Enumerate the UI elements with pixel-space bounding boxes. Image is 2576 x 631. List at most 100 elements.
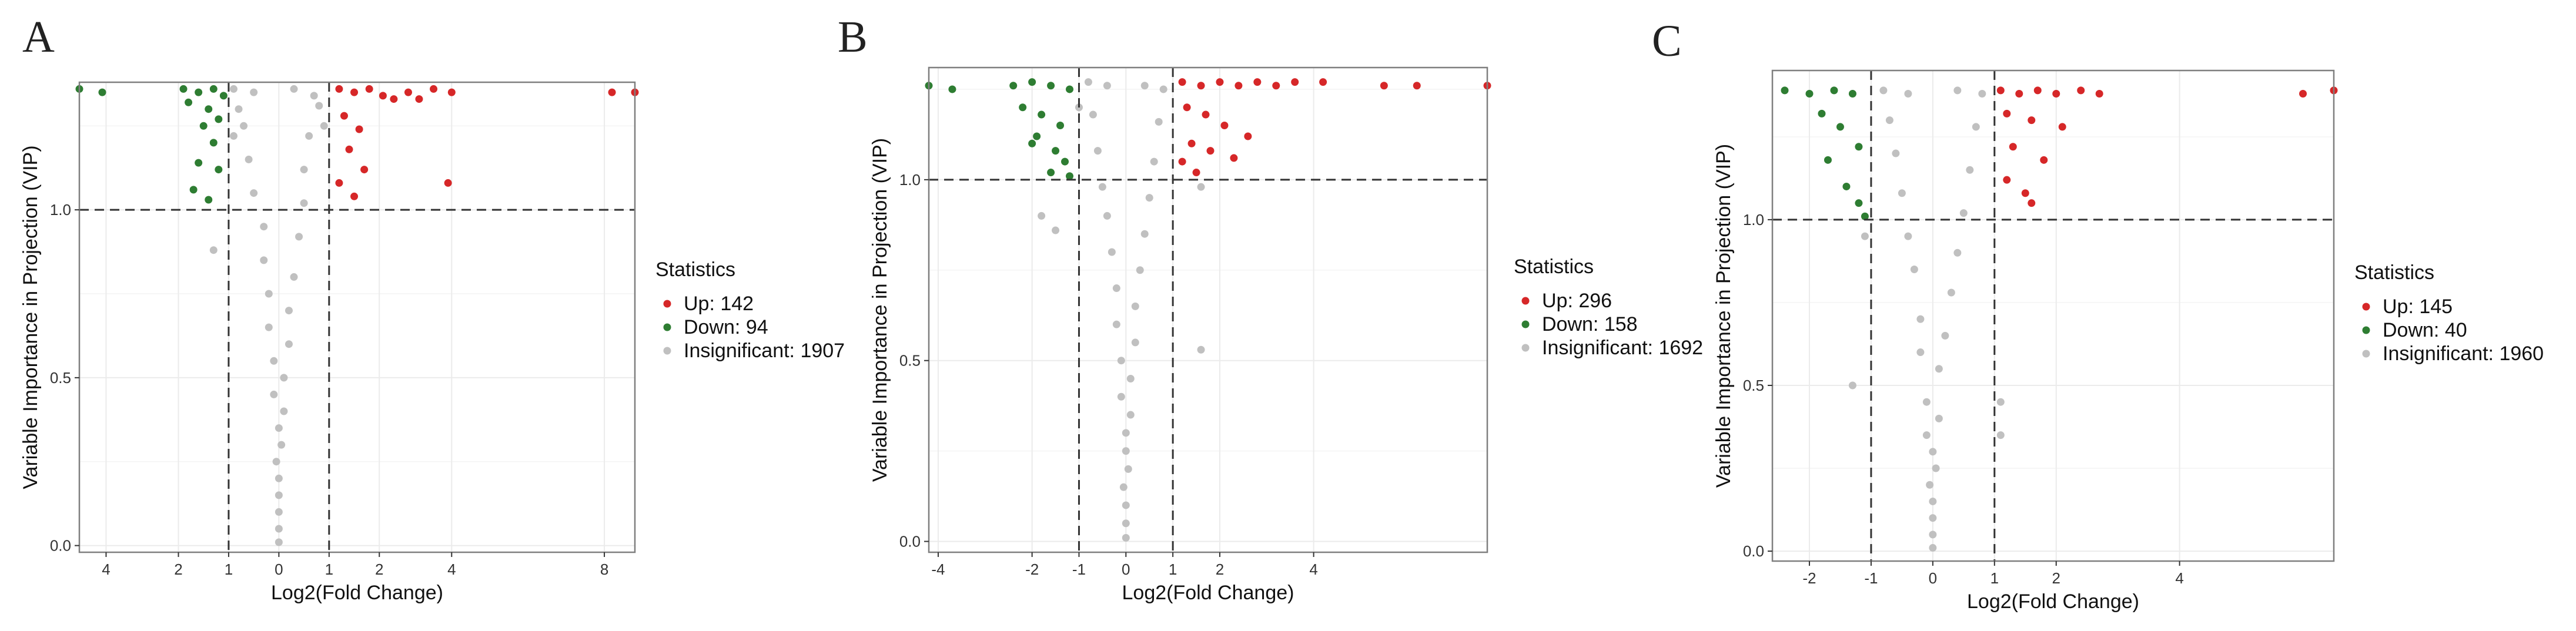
data-point-insignificant — [275, 525, 283, 533]
data-point-insignificant — [1966, 166, 1974, 174]
data-point-up — [2299, 89, 2307, 98]
data-point-up — [415, 95, 423, 103]
legend-title: Statistics — [655, 259, 735, 281]
data-point-insignificant — [1953, 249, 1962, 257]
data-point-up — [1291, 78, 1299, 86]
data-point-up — [2015, 89, 2023, 98]
data-point-down — [1047, 169, 1055, 177]
data-point-down — [1855, 199, 1863, 207]
data-point-up — [1220, 122, 1229, 130]
data-point-up — [2003, 109, 2011, 118]
data-point-insignificant — [1996, 431, 2005, 439]
data-point-insignificant — [1972, 123, 1980, 131]
data-point-insignificant — [285, 307, 293, 315]
legend-key-insignificant — [2362, 350, 2370, 358]
y-tick-label: 0.5 — [1743, 377, 1764, 394]
data-point-insignificant — [1978, 89, 1986, 98]
data-point-up — [345, 145, 353, 153]
x-tick-label: 4 — [1309, 560, 1317, 578]
plot-background — [1772, 71, 2334, 561]
x-tick-label: 1 — [225, 560, 233, 578]
data-point-insignificant — [275, 538, 283, 546]
data-point-insignificant — [260, 256, 268, 264]
data-point-up — [404, 88, 412, 96]
data-point-insignificant — [1155, 118, 1163, 126]
data-point-insignificant — [1926, 481, 1934, 489]
data-point-insignificant — [280, 407, 288, 415]
data-point-insignificant — [1953, 86, 1962, 95]
x-tick-label: -2 — [1025, 560, 1039, 578]
data-point-up — [1996, 86, 2005, 95]
data-point-insignificant — [1122, 519, 1130, 528]
data-point-up — [365, 85, 373, 93]
x-tick-label: 4 — [447, 560, 456, 578]
data-point-down — [1033, 132, 1041, 140]
data-point-down — [1855, 143, 1863, 151]
data-point-insignificant — [265, 290, 273, 298]
data-point-insignificant — [1131, 302, 1139, 310]
legend-title: Statistics — [2354, 261, 2434, 284]
data-point-insignificant — [1935, 414, 1943, 422]
data-point-down — [948, 85, 956, 93]
data-point-insignificant — [1145, 194, 1153, 202]
data-point-up — [2009, 143, 2017, 151]
data-point-insignificant — [300, 166, 308, 174]
data-point-insignificant — [310, 92, 318, 100]
x-tick-label: -4 — [931, 560, 945, 578]
data-point-insignificant — [285, 340, 293, 348]
data-point-up — [350, 192, 359, 200]
data-point-insignificant — [270, 390, 278, 398]
data-point-insignificant — [1098, 183, 1106, 191]
data-point-insignificant — [1117, 357, 1125, 365]
data-point-insignificant — [1922, 398, 1931, 406]
data-point-up — [1187, 139, 1196, 147]
data-point-insignificant — [229, 132, 237, 140]
data-point-up — [1178, 157, 1186, 166]
data-point-down — [1061, 157, 1069, 166]
data-point-insignificant — [1959, 209, 1968, 217]
legend-key-up — [663, 300, 671, 308]
data-point-down — [205, 105, 213, 113]
data-point-insignificant — [320, 122, 328, 130]
data-point-up — [1244, 132, 1252, 140]
data-point-insignificant — [1947, 288, 1955, 297]
x-tick-label: 4 — [102, 560, 110, 578]
x-tick-label: 1 — [325, 560, 333, 578]
data-point-down — [1818, 109, 1826, 118]
panel-letter-b: B — [838, 12, 868, 62]
data-point-insignificant — [1112, 284, 1120, 293]
data-point-insignificant — [1108, 248, 1116, 256]
data-point-insignificant — [295, 233, 303, 241]
data-point-insignificant — [1052, 226, 1060, 234]
x-tick-label: 0 — [275, 560, 283, 578]
data-point-down — [1861, 212, 1869, 220]
data-point-insignificant — [1126, 411, 1135, 419]
x-tick-label: 1 — [1990, 569, 1999, 587]
data-point-insignificant — [1122, 429, 1130, 437]
data-point-insignificant — [1935, 365, 1943, 373]
data-point-insignificant — [209, 246, 218, 254]
data-point-up — [1230, 154, 1238, 162]
data-point-insignificant — [1112, 320, 1120, 328]
data-point-insignificant — [300, 199, 308, 207]
data-point-up — [2058, 123, 2066, 131]
legend-key-down — [1521, 320, 1530, 328]
data-point-insignificant — [1848, 381, 1856, 390]
y-axis-title: Variable Importance in Projection (VIP) — [1712, 144, 1735, 488]
y-tick-label: 0.5 — [899, 352, 921, 370]
data-point-insignificant — [277, 441, 286, 449]
data-point-insignificant — [1117, 392, 1125, 401]
data-point-insignificant — [1122, 533, 1130, 542]
data-point-down — [195, 159, 203, 167]
data-point-up — [430, 85, 438, 93]
y-axis-title: Variable Importance in Projection (VIP) — [19, 145, 42, 489]
data-point-insignificant — [1140, 82, 1149, 90]
data-point-insignificant — [1996, 398, 2005, 406]
data-point-insignificant — [250, 189, 258, 197]
data-point-down — [195, 88, 203, 96]
data-point-insignificant — [275, 424, 283, 432]
